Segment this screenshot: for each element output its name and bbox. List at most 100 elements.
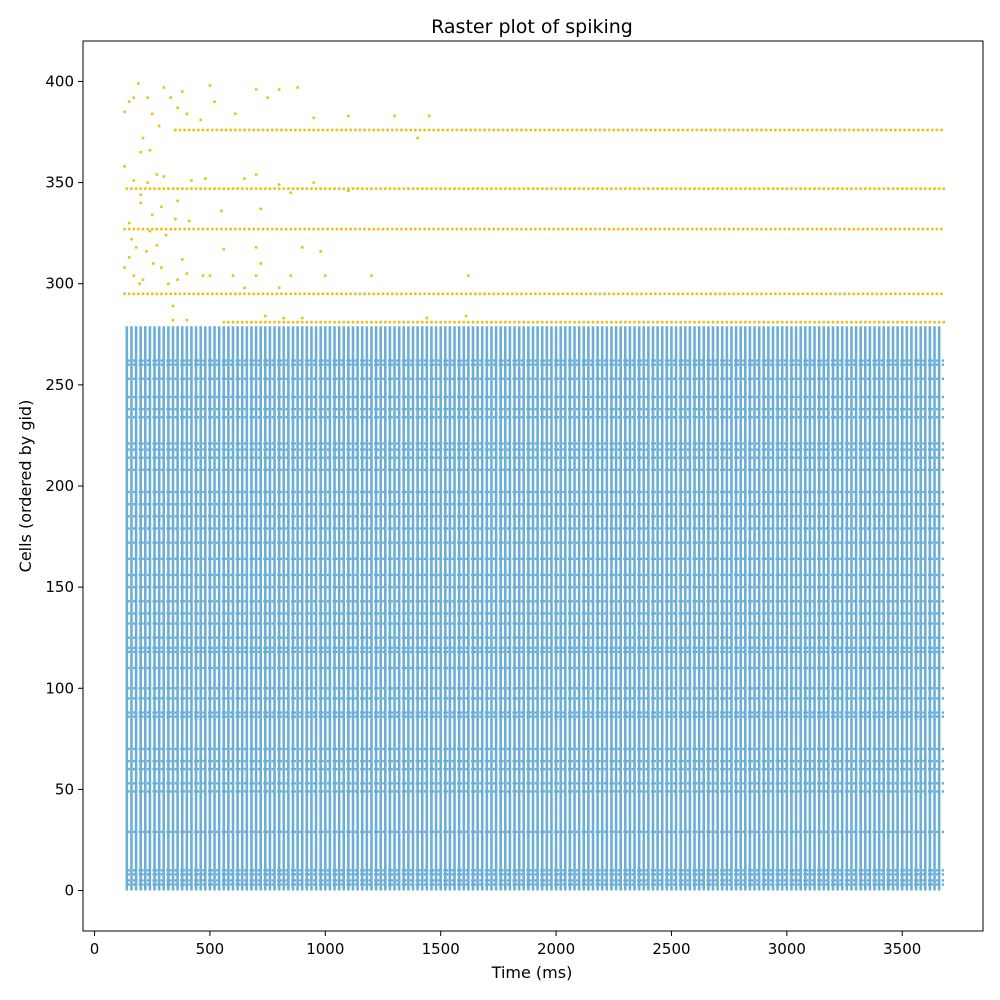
- spike-mark: [321, 883, 324, 886]
- spike-mark: [520, 790, 524, 793]
- spike-mark: [584, 490, 587, 494]
- spike-mark: [681, 636, 684, 639]
- spike-mark: [404, 782, 407, 785]
- spike-mark: [653, 747, 657, 751]
- spike-mark: [404, 650, 407, 654]
- spike-mark: [445, 503, 449, 506]
- spike-mark: [487, 759, 490, 763]
- spike-mark: [520, 359, 524, 362]
- spike-mark: [188, 873, 191, 876]
- spike-mark: [542, 646, 546, 650]
- spike-mark: [673, 879, 676, 882]
- spike-mark: [169, 830, 172, 834]
- spike-mark: [589, 711, 593, 714]
- spike-mark: [382, 468, 385, 472]
- spike-mark: [625, 600, 629, 603]
- spike-mark: [598, 600, 601, 603]
- spike-mark: [695, 503, 698, 506]
- spike-mark: [548, 747, 551, 751]
- spike-mark: [493, 456, 496, 459]
- spike-mark: [238, 879, 241, 882]
- spike-mark: [529, 377, 532, 380]
- spike-mark: [681, 687, 684, 690]
- spike-mark: [423, 407, 427, 411]
- spike-mark: [506, 650, 510, 654]
- spike-mark: [506, 869, 510, 872]
- spike-mark: [686, 490, 690, 494]
- spike-mark: [479, 687, 482, 690]
- spike-mark: [409, 622, 413, 625]
- spike-mark: [362, 612, 366, 615]
- spike-mark: [299, 687, 302, 690]
- spike-mark: [653, 782, 657, 785]
- spike-mark: [182, 448, 186, 451]
- spike-mark: [174, 363, 177, 366]
- spike-mark: [700, 468, 704, 472]
- spike-mark: [423, 790, 427, 793]
- spike-mark: [354, 622, 357, 625]
- spike-mark: [479, 869, 482, 872]
- spike-mark: [299, 541, 302, 544]
- spike-mark: [465, 541, 468, 544]
- spike-mark: [423, 873, 427, 876]
- spike-mark: [174, 416, 177, 419]
- spike-mark: [257, 650, 261, 654]
- spike-mark: [404, 573, 407, 577]
- spike-mark: [465, 573, 468, 577]
- spike-mark: [326, 503, 330, 506]
- spike-mark: [445, 442, 449, 445]
- spike-mark: [589, 715, 593, 718]
- spike-mark: [182, 879, 186, 882]
- spike-mark: [196, 377, 200, 380]
- spike-mark: [659, 377, 662, 380]
- spike-mark: [451, 612, 454, 615]
- spike-mark: [196, 468, 200, 472]
- spike-mark: [252, 715, 255, 718]
- spike-mark: [598, 468, 601, 472]
- spike-mark: [202, 715, 205, 718]
- spike-mark: [432, 747, 435, 751]
- spike-mark: [584, 442, 587, 445]
- spike-mark: [515, 697, 518, 700]
- spike-mark: [473, 612, 477, 615]
- spike-mark: [160, 600, 164, 603]
- spike-mark: [473, 759, 477, 763]
- spike-mark: [542, 456, 546, 459]
- spike-mark: [625, 782, 629, 785]
- spike-mark: [210, 873, 213, 876]
- spike-mark: [313, 612, 316, 615]
- spike-mark: [382, 527, 385, 530]
- spike-mark: [160, 407, 164, 411]
- spike-mark: [252, 515, 255, 518]
- spike-mark: [603, 883, 607, 886]
- spike-mark: [437, 883, 441, 886]
- spike-mark: [293, 879, 297, 882]
- spike-mark: [160, 585, 164, 589]
- spike-mark: [307, 527, 310, 530]
- spike-mark: [465, 687, 468, 690]
- spike-mark: [160, 747, 164, 751]
- spike-mark: [396, 573, 399, 577]
- spike-mark: [382, 697, 385, 700]
- spike-mark: [617, 650, 621, 654]
- spike-mark: [459, 711, 463, 714]
- spike-mark: [285, 830, 288, 834]
- spike-mark: [418, 782, 421, 785]
- spike-mark: [299, 377, 302, 380]
- spike-mark: [210, 503, 213, 506]
- spike-mark: [321, 767, 324, 771]
- spike-mark: [570, 448, 573, 451]
- spike-mark: [681, 612, 684, 615]
- spike-mark: [598, 448, 601, 451]
- spike-mark: [169, 600, 172, 603]
- spike-mark: [210, 650, 213, 654]
- spike-mark: [659, 830, 662, 834]
- spike-mark: [603, 363, 607, 366]
- spike-mark: [465, 503, 468, 506]
- spike-mark: [271, 879, 274, 882]
- spike-mark: [313, 759, 316, 763]
- spike-mark: [349, 600, 352, 603]
- spike-mark: [667, 782, 670, 785]
- spike-mark: [390, 687, 393, 690]
- spike-mark: [542, 407, 546, 411]
